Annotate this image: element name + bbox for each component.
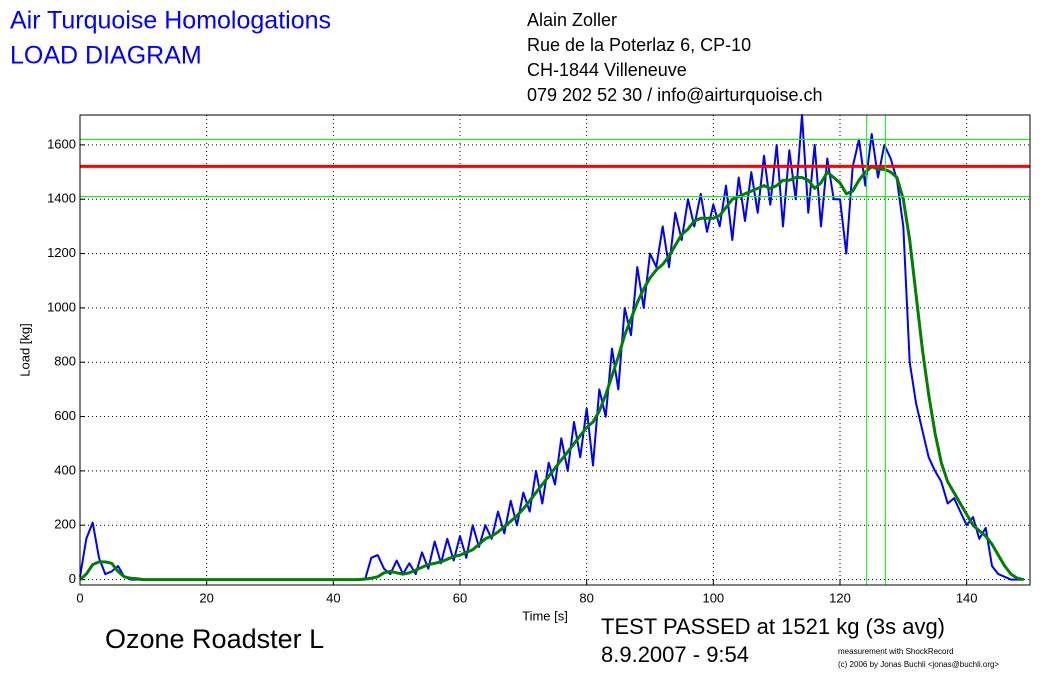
y-tick-label: 1000 <box>47 299 76 314</box>
x-tick-label: 20 <box>199 590 213 605</box>
plot-frame <box>79 114 1031 586</box>
glider-name: Ozone Roadster L <box>105 624 324 654</box>
y-tick-label: 1600 <box>47 136 76 151</box>
credit: (c) 2006 by Jonas Buchli <jonas@buchli.o… <box>838 660 999 669</box>
address-line: Alain Zoller <box>527 10 617 30</box>
x-tick-label: 140 <box>956 590 978 605</box>
x-tick-label: 100 <box>702 590 724 605</box>
x-tick-label: 60 <box>453 590 467 605</box>
x-tick-label: 120 <box>829 590 851 605</box>
y-tick-label: 0 <box>69 571 76 586</box>
credit: measurement with ShockRecord <box>838 647 954 656</box>
y-tick-label: 1200 <box>47 245 76 260</box>
chart-subtitle: LOAD DIAGRAM <box>10 42 202 70</box>
data-line <box>79 165 1025 582</box>
y-tick-label: 1400 <box>47 191 76 206</box>
x-tick-label: 0 <box>76 590 83 605</box>
address-line: CH-1844 Villeneuve <box>527 60 687 80</box>
y-tick-label: 400 <box>54 462 76 477</box>
y-tick-label: 800 <box>54 354 76 369</box>
x-tick-label: 40 <box>326 590 340 605</box>
x-axis-label: Time [s] <box>522 608 568 623</box>
test-date: 8.9.2007 - 9:54 <box>601 642 749 667</box>
address-line: 079 202 52 30 / info@airturquoise.ch <box>527 85 822 105</box>
y-tick-label: 200 <box>54 517 76 532</box>
y-axis-label: Load [kg] <box>17 323 32 377</box>
y-tick-label: 600 <box>54 408 76 423</box>
test-result: TEST PASSED at 1521 kg (3s avg) <box>601 614 945 639</box>
x-tick-label: 80 <box>579 590 593 605</box>
chart-title: Air Turquoise Homologations <box>10 7 331 35</box>
address-line: Rue de la Poterlaz 6, CP-10 <box>527 35 751 55</box>
